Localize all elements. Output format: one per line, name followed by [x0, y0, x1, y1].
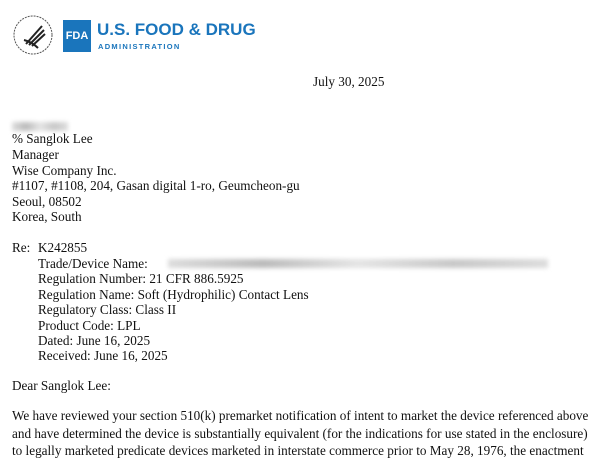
body-line: We have reviewed your section 510(k) pre… [12, 408, 589, 423]
letter-date: July 30, 2025 [313, 74, 385, 89]
address-line: Korea, South [12, 209, 82, 224]
salutation: Dear Sanglok Lee: [12, 378, 111, 393]
address-line: Manager [12, 147, 59, 162]
re-field: Regulatory Class: Class II [38, 302, 177, 317]
address-line: Seoul, 08502 [12, 194, 82, 209]
re-field: Received: June 16, 2025 [38, 348, 168, 363]
re-field: Product Code: LPL [38, 318, 141, 333]
body-line: to legally marketed predicate devices ma… [12, 443, 584, 458]
re-field: Dated: June 16, 2025 [38, 333, 151, 348]
fda-logo-badge: FDA [63, 20, 91, 52]
re-label: Re: [12, 240, 31, 255]
re-field: Regulation Number: 21 CFR 886.5925 [38, 271, 244, 286]
re-field: Trade/Device Name: [38, 256, 148, 271]
address-line: Wise Company Inc. [12, 163, 117, 178]
hhs-eagle-logo [13, 15, 53, 55]
re-number: K242855 [38, 240, 88, 255]
redacted-text [168, 259, 548, 268]
address-line: #1107, #1108, 204, Gasan digital 1-ro, G… [12, 178, 300, 193]
address-line: % Sanglok Lee [12, 131, 93, 146]
re-field: Regulation Name: Soft (Hydrophilic) Cont… [38, 287, 309, 302]
agency-subtitle: ADMINISTRATION [98, 42, 181, 51]
body-line: and have determined the device is substa… [12, 426, 588, 441]
redacted-text [12, 122, 68, 131]
agency-name: U.S. FOOD & DRUG [97, 20, 256, 39]
